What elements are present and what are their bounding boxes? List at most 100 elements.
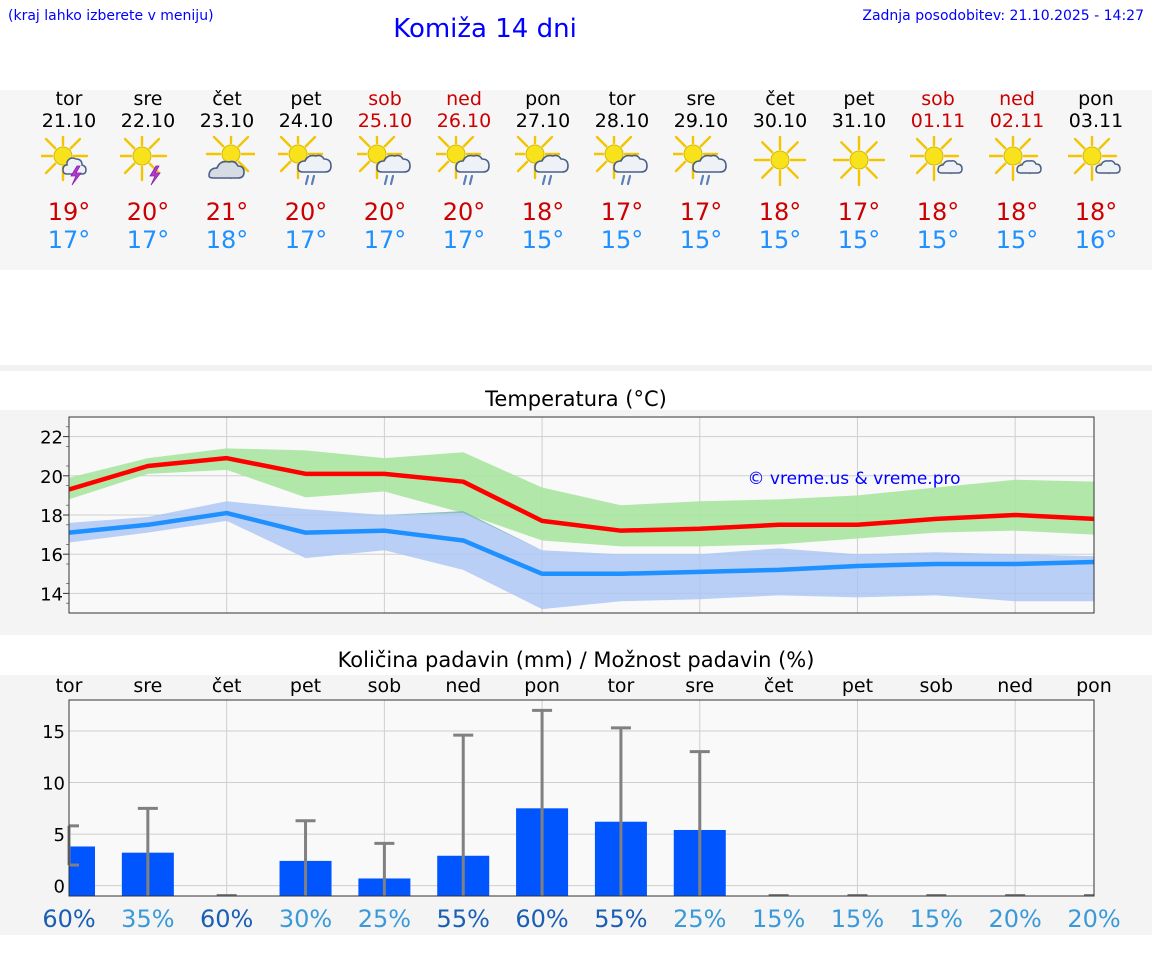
sun-disc [221,144,241,164]
day-column: sre 22.10 20° 17° [108,88,188,263]
sun-ray [674,160,687,173]
precipitation-probability: 60% [200,905,253,933]
sun-ray [786,166,799,179]
y-tick-label: 14 [40,584,63,605]
sun-ray [541,136,554,148]
sun-ray [237,160,250,173]
icon-group [753,136,807,186]
day-column: tor 28.10 17° 15° [582,88,662,263]
sun-ray [44,137,57,150]
max-temperature: 17° [679,198,723,226]
sun-ray [595,136,608,148]
precipitation-probability: 55% [594,905,647,933]
day-name: pet [290,88,322,110]
max-temperature: 17° [837,198,881,226]
day-date: 21.10 [41,110,97,132]
rain-drop [383,174,389,186]
precip-day-label: tor [56,675,83,697]
sun-disc [132,146,152,166]
day-name: pet [843,88,875,110]
sun-cloud-thunder-icon [41,136,89,186]
precipitation-probability: 35% [121,905,174,933]
precip-day-label: čet [212,675,242,697]
cloud [455,154,490,173]
sun-ray [237,136,250,148]
sun-ray [1098,137,1111,150]
min-temperature: 17° [126,226,170,254]
icon-group [1068,136,1121,182]
min-temperature: 15° [837,226,881,254]
precipitation-probability: 15% [831,905,884,933]
min-temperature: 15° [521,226,565,254]
sun-ray [915,162,928,175]
lightning-bolt [149,165,161,186]
day-column: ned 26.10 20° 17° [424,88,504,263]
min-temperature: 15° [758,226,802,254]
sun-ray [212,136,225,148]
day-date: 28.10 [594,110,650,132]
day-date: 24.10 [278,110,334,132]
precipitation-chart: tor sre čet pet sob ned pon tor sre čet pet sob ned p… [42,675,1121,933]
sun-cloud-rain-icon [515,136,569,186]
max-temperature: 21° [205,198,249,226]
precipitation-probability: 15% [752,905,805,933]
temperature-band-min [69,501,1094,610]
min-temperature: 17° [47,226,91,254]
day-name: čet [212,88,242,110]
day-column: pet 31.10 17° 15° [819,88,899,263]
y-tick-label: 16 [40,545,63,566]
sun-ray [148,137,161,150]
max-temperature: 20° [284,198,328,226]
sun-ray [786,141,799,154]
cloud [613,154,648,173]
sun-ray [674,136,687,148]
precipitation-probability: 60% [515,905,568,933]
max-temperature: 18° [995,198,1039,226]
precipitation-probability: 25% [673,905,726,933]
precip-day-label: sob [368,675,402,697]
sun-ray [516,136,529,148]
sun-ray [437,160,450,173]
y-tick-label: 5 [54,825,65,846]
sun-small-cloud-icon [989,136,1042,182]
sun-small-cloud-icon [1068,136,1121,182]
rain-drop [468,174,474,186]
min-temperature: 17° [442,226,486,254]
max-temperature: 20° [126,198,170,226]
max-temperature: 18° [521,198,565,226]
rain-drop [699,174,705,186]
precipitation-chart-title: Količina padavin (mm) / Možnost padavin … [337,648,815,672]
precip-day-label: pon [524,675,560,697]
precipitation-probability: 55% [437,905,490,933]
sun-thunder-icon [120,136,168,186]
day-column: sre 29.10 17° 15° [661,88,741,263]
temperature-line-min [68,510,1095,577]
sun-icon [753,136,807,186]
icon-group [832,136,886,186]
precipitation-probability: 20% [1067,905,1120,933]
small-cloud [937,160,963,174]
icon-group [989,136,1042,182]
rain-drop [547,174,553,186]
cloud [208,160,245,179]
sun-disc [446,144,466,164]
sun-disc [525,144,545,164]
icon-group [910,136,963,182]
y-tick-label: 18 [40,506,63,527]
icon-group [594,136,648,186]
sun-disc [1003,146,1023,166]
sun-ray [994,137,1007,150]
sun-ray [69,137,82,150]
day-date: 29.10 [673,110,729,132]
sun-ray [915,137,928,150]
rain-drop [304,174,310,186]
sun-ray [840,166,853,179]
sun-small-cloud-icon [910,136,963,182]
day-column: ned 02.11 18° 15° [977,88,1057,263]
day-column: čet 23.10 21° 18° [187,88,267,263]
temperature-line-max [68,455,1095,533]
sun-cloud-rain-icon [594,136,648,186]
day-date: 01.11 [910,110,966,132]
precipitation-bar [69,846,95,896]
precip-day-label: čet [764,675,794,697]
